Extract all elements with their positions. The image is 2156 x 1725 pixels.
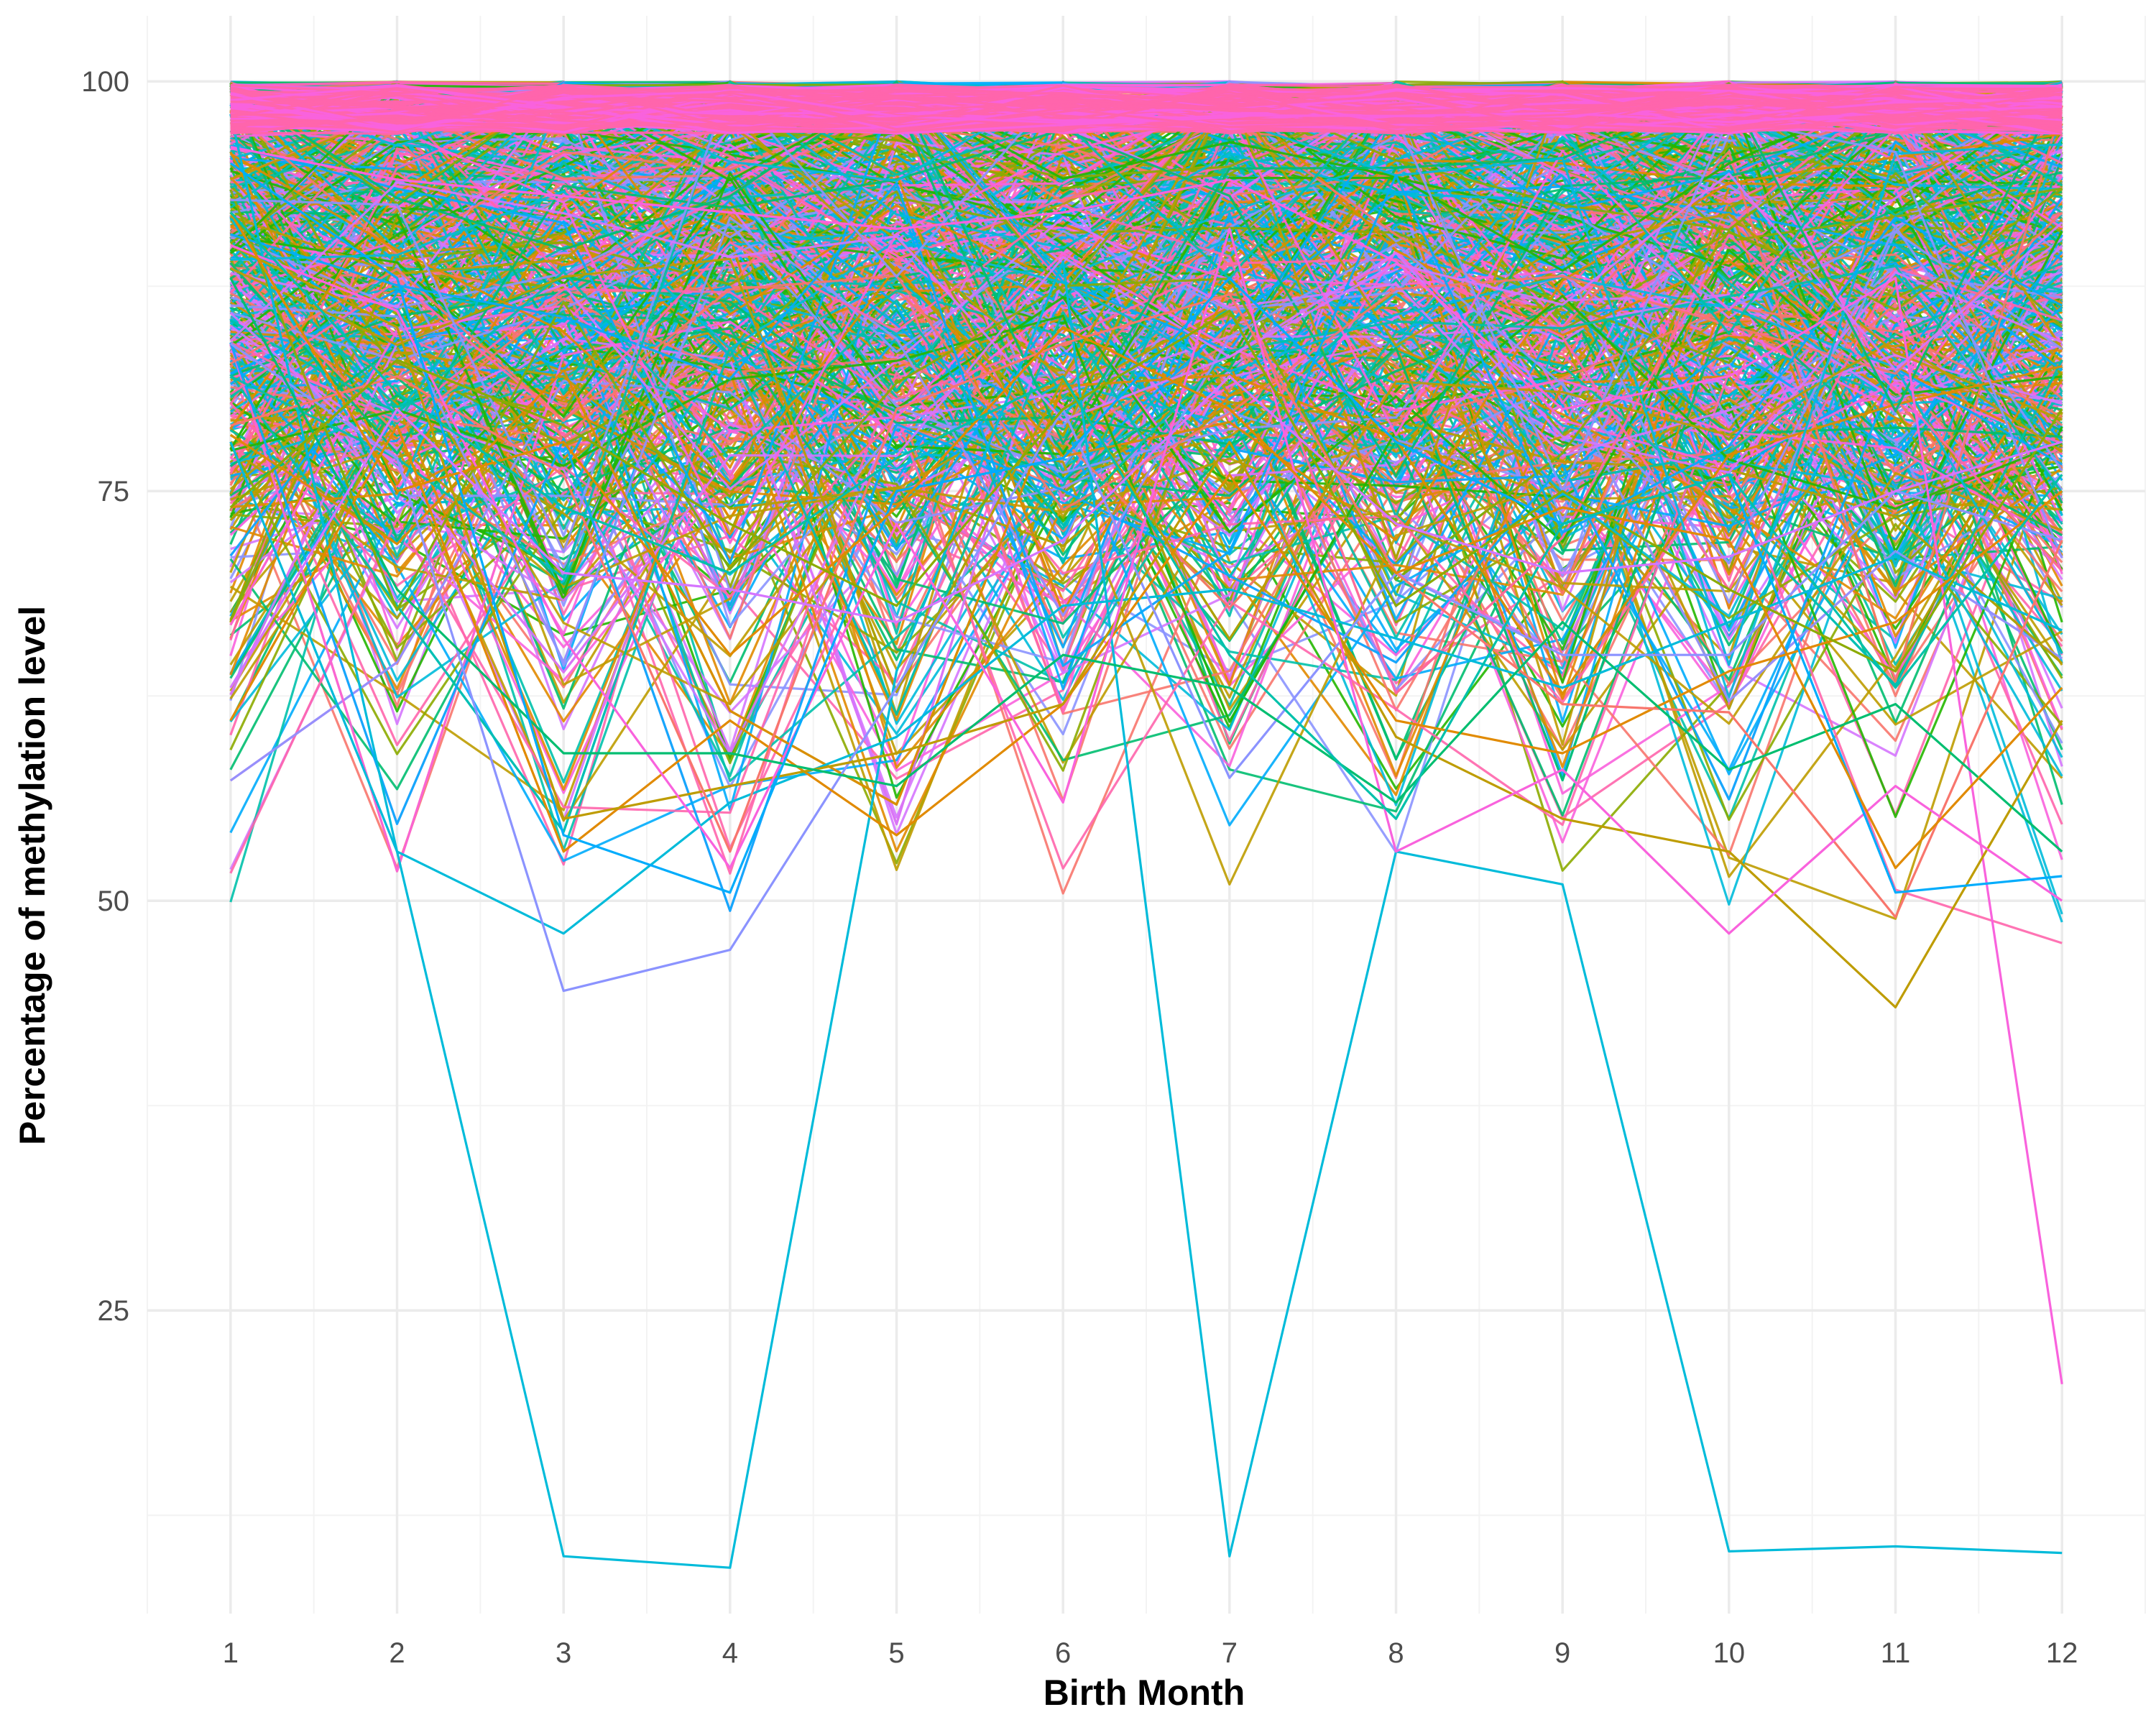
series-line — [229, 375, 2063, 689]
series-line — [229, 309, 2063, 673]
x-tick-label: 6 — [1055, 1637, 1071, 1669]
y-tick-label: 75 — [98, 476, 130, 507]
x-tick-label: 11 — [1881, 1637, 1911, 1669]
series-line — [229, 101, 2063, 683]
series-line — [230, 174, 2063, 667]
series-line — [229, 260, 2063, 1569]
series-line — [229, 314, 2063, 772]
series-line — [230, 257, 2063, 694]
y-tick-label: 100 — [81, 66, 129, 98]
series-line — [229, 365, 2063, 806]
x-tick-label: 12 — [2046, 1637, 2078, 1669]
series-line — [230, 190, 2063, 655]
series-line — [230, 170, 2063, 664]
series-line — [229, 310, 2063, 833]
series-line — [229, 143, 2063, 413]
series-line — [229, 128, 2063, 478]
x-tick-label: 4 — [722, 1637, 738, 1669]
x-axis-ticks: 1 2 3 4 5 6 7 8 9 10 11 12 — [223, 1637, 2078, 1669]
series-line — [230, 80, 2063, 579]
series-line — [230, 118, 2063, 354]
series-line — [229, 292, 2063, 777]
series-line — [230, 244, 2063, 1008]
series-line — [230, 90, 2063, 131]
series-line — [229, 371, 2063, 870]
series-line — [230, 113, 2063, 544]
series-line — [229, 424, 2063, 853]
series-line — [230, 92, 2063, 134]
x-tick-label: 8 — [1388, 1637, 1404, 1669]
x-tick-label: 1 — [223, 1637, 239, 1669]
series-line — [229, 371, 2063, 944]
series-line — [229, 342, 2063, 862]
series-line — [230, 128, 2063, 537]
series-line — [229, 277, 2063, 852]
series-line — [230, 91, 2063, 129]
series-line — [229, 342, 2063, 993]
series-line — [229, 351, 2063, 664]
series-line — [229, 172, 2063, 422]
y-axis-ticks: 25 50 75 100 — [81, 66, 129, 1327]
series-line — [230, 294, 2063, 755]
series-line — [230, 293, 2063, 919]
series-line — [229, 249, 2063, 523]
y-axis-title: Percentage of methylation level — [12, 606, 52, 1145]
series-line — [229, 211, 2063, 870]
series-line — [229, 233, 2063, 806]
series-line — [229, 346, 2063, 819]
series-line — [230, 266, 2063, 617]
series-line — [229, 305, 2063, 706]
x-tick-label: 10 — [1713, 1637, 1746, 1669]
series-line — [229, 156, 2063, 530]
series-line — [230, 145, 2063, 1385]
x-tick-label: 2 — [389, 1637, 405, 1669]
x-tick-label: 3 — [556, 1637, 571, 1669]
series-line — [229, 82, 2063, 498]
series-line — [229, 82, 2063, 294]
series-line — [229, 249, 2063, 873]
series-line — [230, 216, 2063, 664]
y-tick-label: 25 — [98, 1295, 130, 1327]
series-line — [230, 84, 2063, 132]
series-line — [230, 323, 2063, 768]
series-line — [229, 398, 2063, 886]
series-line — [229, 114, 2063, 935]
series-line — [229, 172, 2063, 594]
series-line — [230, 83, 2063, 129]
x-tick-label: 5 — [888, 1637, 904, 1669]
x-tick-label: 9 — [1554, 1637, 1570, 1669]
series-line — [229, 296, 2063, 540]
series-line — [230, 211, 2063, 511]
series-line — [230, 87, 2063, 625]
series-line — [229, 80, 2063, 445]
x-tick-label: 7 — [1222, 1637, 1238, 1669]
series-line — [230, 185, 2063, 482]
series-line — [230, 443, 2063, 725]
series-line — [229, 342, 2063, 912]
series-line — [230, 85, 2063, 564]
series-line — [230, 94, 2063, 131]
x-axis-title: Birth Month — [1044, 1673, 1245, 1713]
series-line — [229, 262, 2063, 610]
series-line — [230, 88, 2063, 421]
series-lines — [229, 80, 2063, 1569]
series-line — [229, 188, 2063, 612]
series-line — [229, 211, 2063, 820]
y-tick-label: 50 — [98, 886, 130, 917]
